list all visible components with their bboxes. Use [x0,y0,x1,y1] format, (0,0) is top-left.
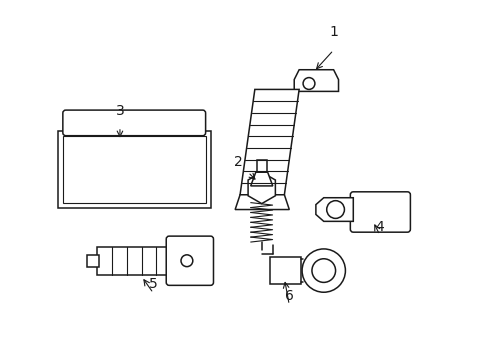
Polygon shape [294,70,338,91]
FancyBboxPatch shape [63,110,205,136]
Bar [256,160,266,172]
Polygon shape [315,198,352,221]
Circle shape [303,78,314,89]
Polygon shape [235,195,289,210]
Circle shape [311,259,335,282]
FancyBboxPatch shape [349,192,409,232]
Polygon shape [250,172,272,186]
Bar [58,131,210,208]
Bar [63,136,205,203]
Bar [269,257,301,284]
FancyBboxPatch shape [166,236,213,285]
Text: 1: 1 [328,25,337,39]
Polygon shape [97,247,171,275]
Text: 2: 2 [233,155,242,169]
Text: 6: 6 [285,289,293,303]
Polygon shape [240,89,299,195]
Text: 3: 3 [115,104,124,118]
Bar [87,255,99,267]
Text: 4: 4 [375,220,384,234]
Circle shape [181,255,192,267]
Circle shape [302,249,345,292]
Polygon shape [247,172,275,204]
Circle shape [326,201,344,219]
Text: 5: 5 [149,277,158,291]
